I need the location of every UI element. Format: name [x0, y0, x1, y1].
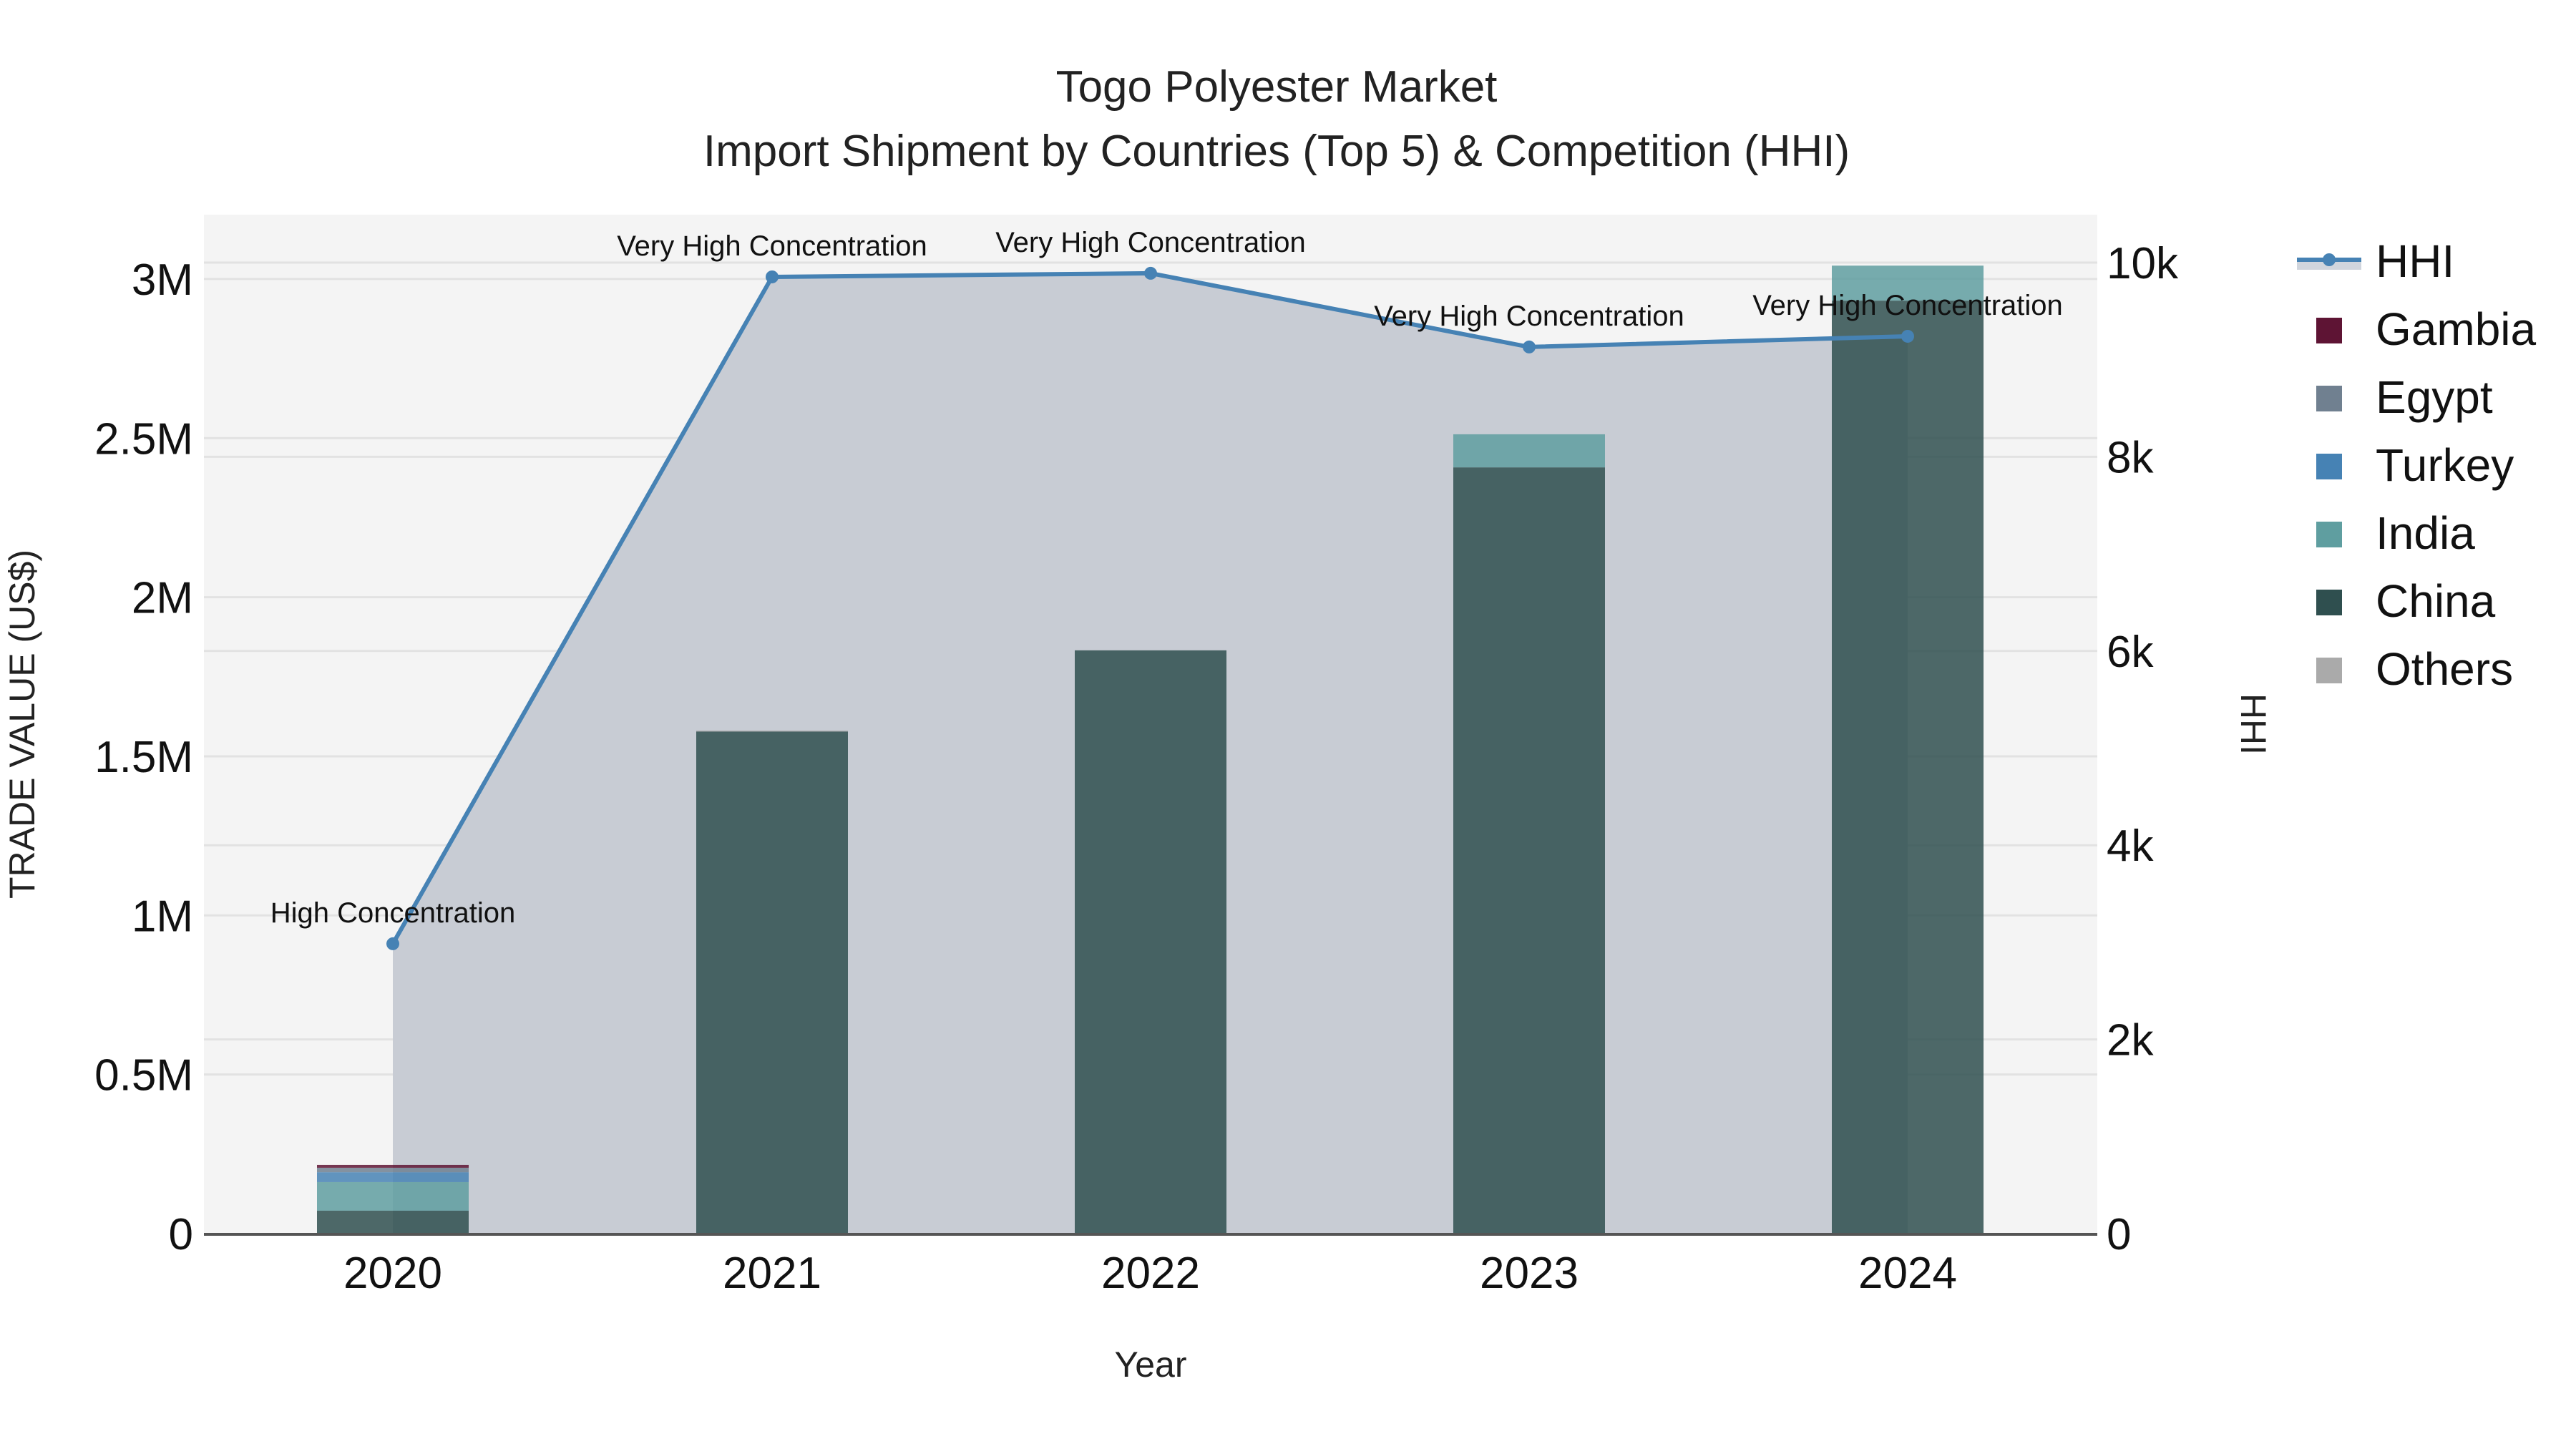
y-left-tick-label: 2M: [132, 574, 193, 623]
bar-group-2020[interactable]: [317, 1164, 469, 1234]
hhi-annotation: Very High Concentration: [995, 227, 1306, 258]
bar-group-2024[interactable]: [1832, 265, 1984, 1234]
y-left-tick-label: 3M: [132, 255, 193, 305]
x-tick-label: 2023: [1480, 1249, 1579, 1298]
y-left-ticks: 0 0.5M 1M 1.5M 2M 2.5M 3M: [94, 255, 193, 1259]
hhi-annotations: High Concentration Very High Concentratio…: [270, 227, 2063, 929]
y-right-tick-label: 4k: [2107, 821, 2154, 871]
legend-swatch-icon: [2316, 318, 2342, 343]
y-left-tick-label: 0: [169, 1210, 193, 1259]
legend-item-hhi[interactable]: HHI: [2297, 235, 2454, 287]
legend-label: Gambia: [2376, 303, 2537, 355]
y-left-tick-label: 1.5M: [94, 733, 193, 782]
hhi-annotation: Very High Concentration: [1374, 301, 1684, 332]
legend-swatch-icon: [2316, 658, 2342, 683]
bar-segment-china[interactable]: [696, 731, 848, 1234]
bar-segment-india[interactable]: [1453, 434, 1605, 468]
hhi-marker[interactable]: [1523, 340, 1536, 353]
chart-title: Togo Polyester Market: [1056, 62, 1498, 112]
bar-segment-china[interactable]: [317, 1210, 469, 1234]
legend-label: Others: [2376, 643, 2513, 695]
x-ticks: 2020 2021 2022 2023 2024: [343, 1249, 1957, 1298]
y-left-axis-title: TRADE VALUE (US$): [2, 550, 42, 899]
bar-segment-china[interactable]: [1453, 467, 1605, 1234]
hhi-marker[interactable]: [766, 270, 779, 283]
legend-swatch-icon: [2316, 454, 2342, 479]
legend-item-egypt[interactable]: Egypt: [2316, 371, 2493, 423]
bar-segment-egypt[interactable]: [317, 1167, 469, 1173]
bar-group-2021[interactable]: [696, 730, 848, 1234]
legend-label: China: [2376, 575, 2496, 627]
legend-label: India: [2376, 507, 2475, 559]
legend-label: HHI: [2376, 235, 2454, 287]
bar-segment-china[interactable]: [1075, 650, 1226, 1234]
bar-segment-india[interactable]: [317, 1181, 469, 1211]
hhi-annotation: Very High Concentration: [617, 230, 927, 262]
y-right-tick-label: 10k: [2107, 239, 2179, 288]
hhi-annotation: High Concentration: [270, 897, 515, 929]
legend: HHI Gambia Egypt Turkey India China Others: [2297, 235, 2537, 695]
stacked-bars: [317, 265, 1984, 1234]
hhi-annotation: Very High Concentration: [1752, 290, 2063, 321]
hhi-marker[interactable]: [1144, 266, 1157, 280]
bar-segment-india[interactable]: [1832, 265, 1984, 301]
hhi-marker[interactable]: [1901, 329, 1914, 343]
y-right-tick-label: 8k: [2107, 433, 2154, 482]
bar-segment-turkey[interactable]: [317, 1172, 469, 1182]
legend-hhi-marker-icon: [2323, 253, 2336, 266]
x-tick-label: 2022: [1101, 1249, 1200, 1298]
legend-item-gambia[interactable]: Gambia: [2316, 303, 2537, 355]
x-tick-label: 2020: [343, 1249, 442, 1298]
chart-subtitle: Import Shipment by Countries (Top 5) & C…: [703, 127, 1850, 176]
legend-item-others[interactable]: Others: [2316, 643, 2513, 695]
legend-item-china[interactable]: China: [2316, 575, 2496, 627]
bar-group-2022[interactable]: [1075, 650, 1226, 1234]
y-right-tick-label: 6k: [2107, 628, 2154, 677]
y-right-axis-title: HHI: [2233, 693, 2273, 755]
y-right-tick-label: 2k: [2107, 1016, 2154, 1065]
legend-label: Egypt: [2376, 371, 2493, 423]
legend-item-india[interactable]: India: [2316, 507, 2475, 559]
legend-item-turkey[interactable]: Turkey: [2316, 439, 2514, 491]
legend-swatch-icon: [2316, 590, 2342, 615]
y-left-tick-label: 2.5M: [94, 414, 193, 464]
legend-swatch-icon: [2316, 386, 2342, 411]
hhi-line: [386, 266, 1914, 950]
bar-group-2023[interactable]: [1453, 434, 1605, 1234]
y-left-tick-label: 1M: [132, 892, 193, 941]
x-tick-label: 2024: [1858, 1249, 1957, 1298]
legend-label: Turkey: [2376, 439, 2514, 491]
y-left-tick-label: 0.5M: [94, 1051, 193, 1101]
legend-swatch-icon: [2316, 522, 2342, 547]
bar-segment-china[interactable]: [1832, 301, 1984, 1234]
bar-segment-gambia[interactable]: [317, 1164, 469, 1168]
y-right-ticks: 0 2k 4k 6k 8k 10k: [2107, 239, 2179, 1259]
x-tick-label: 2021: [723, 1249, 821, 1298]
hhi-marker[interactable]: [386, 937, 399, 950]
y-right-tick-label: 0: [2107, 1210, 2131, 1259]
x-axis-title: Year: [1114, 1345, 1186, 1385]
